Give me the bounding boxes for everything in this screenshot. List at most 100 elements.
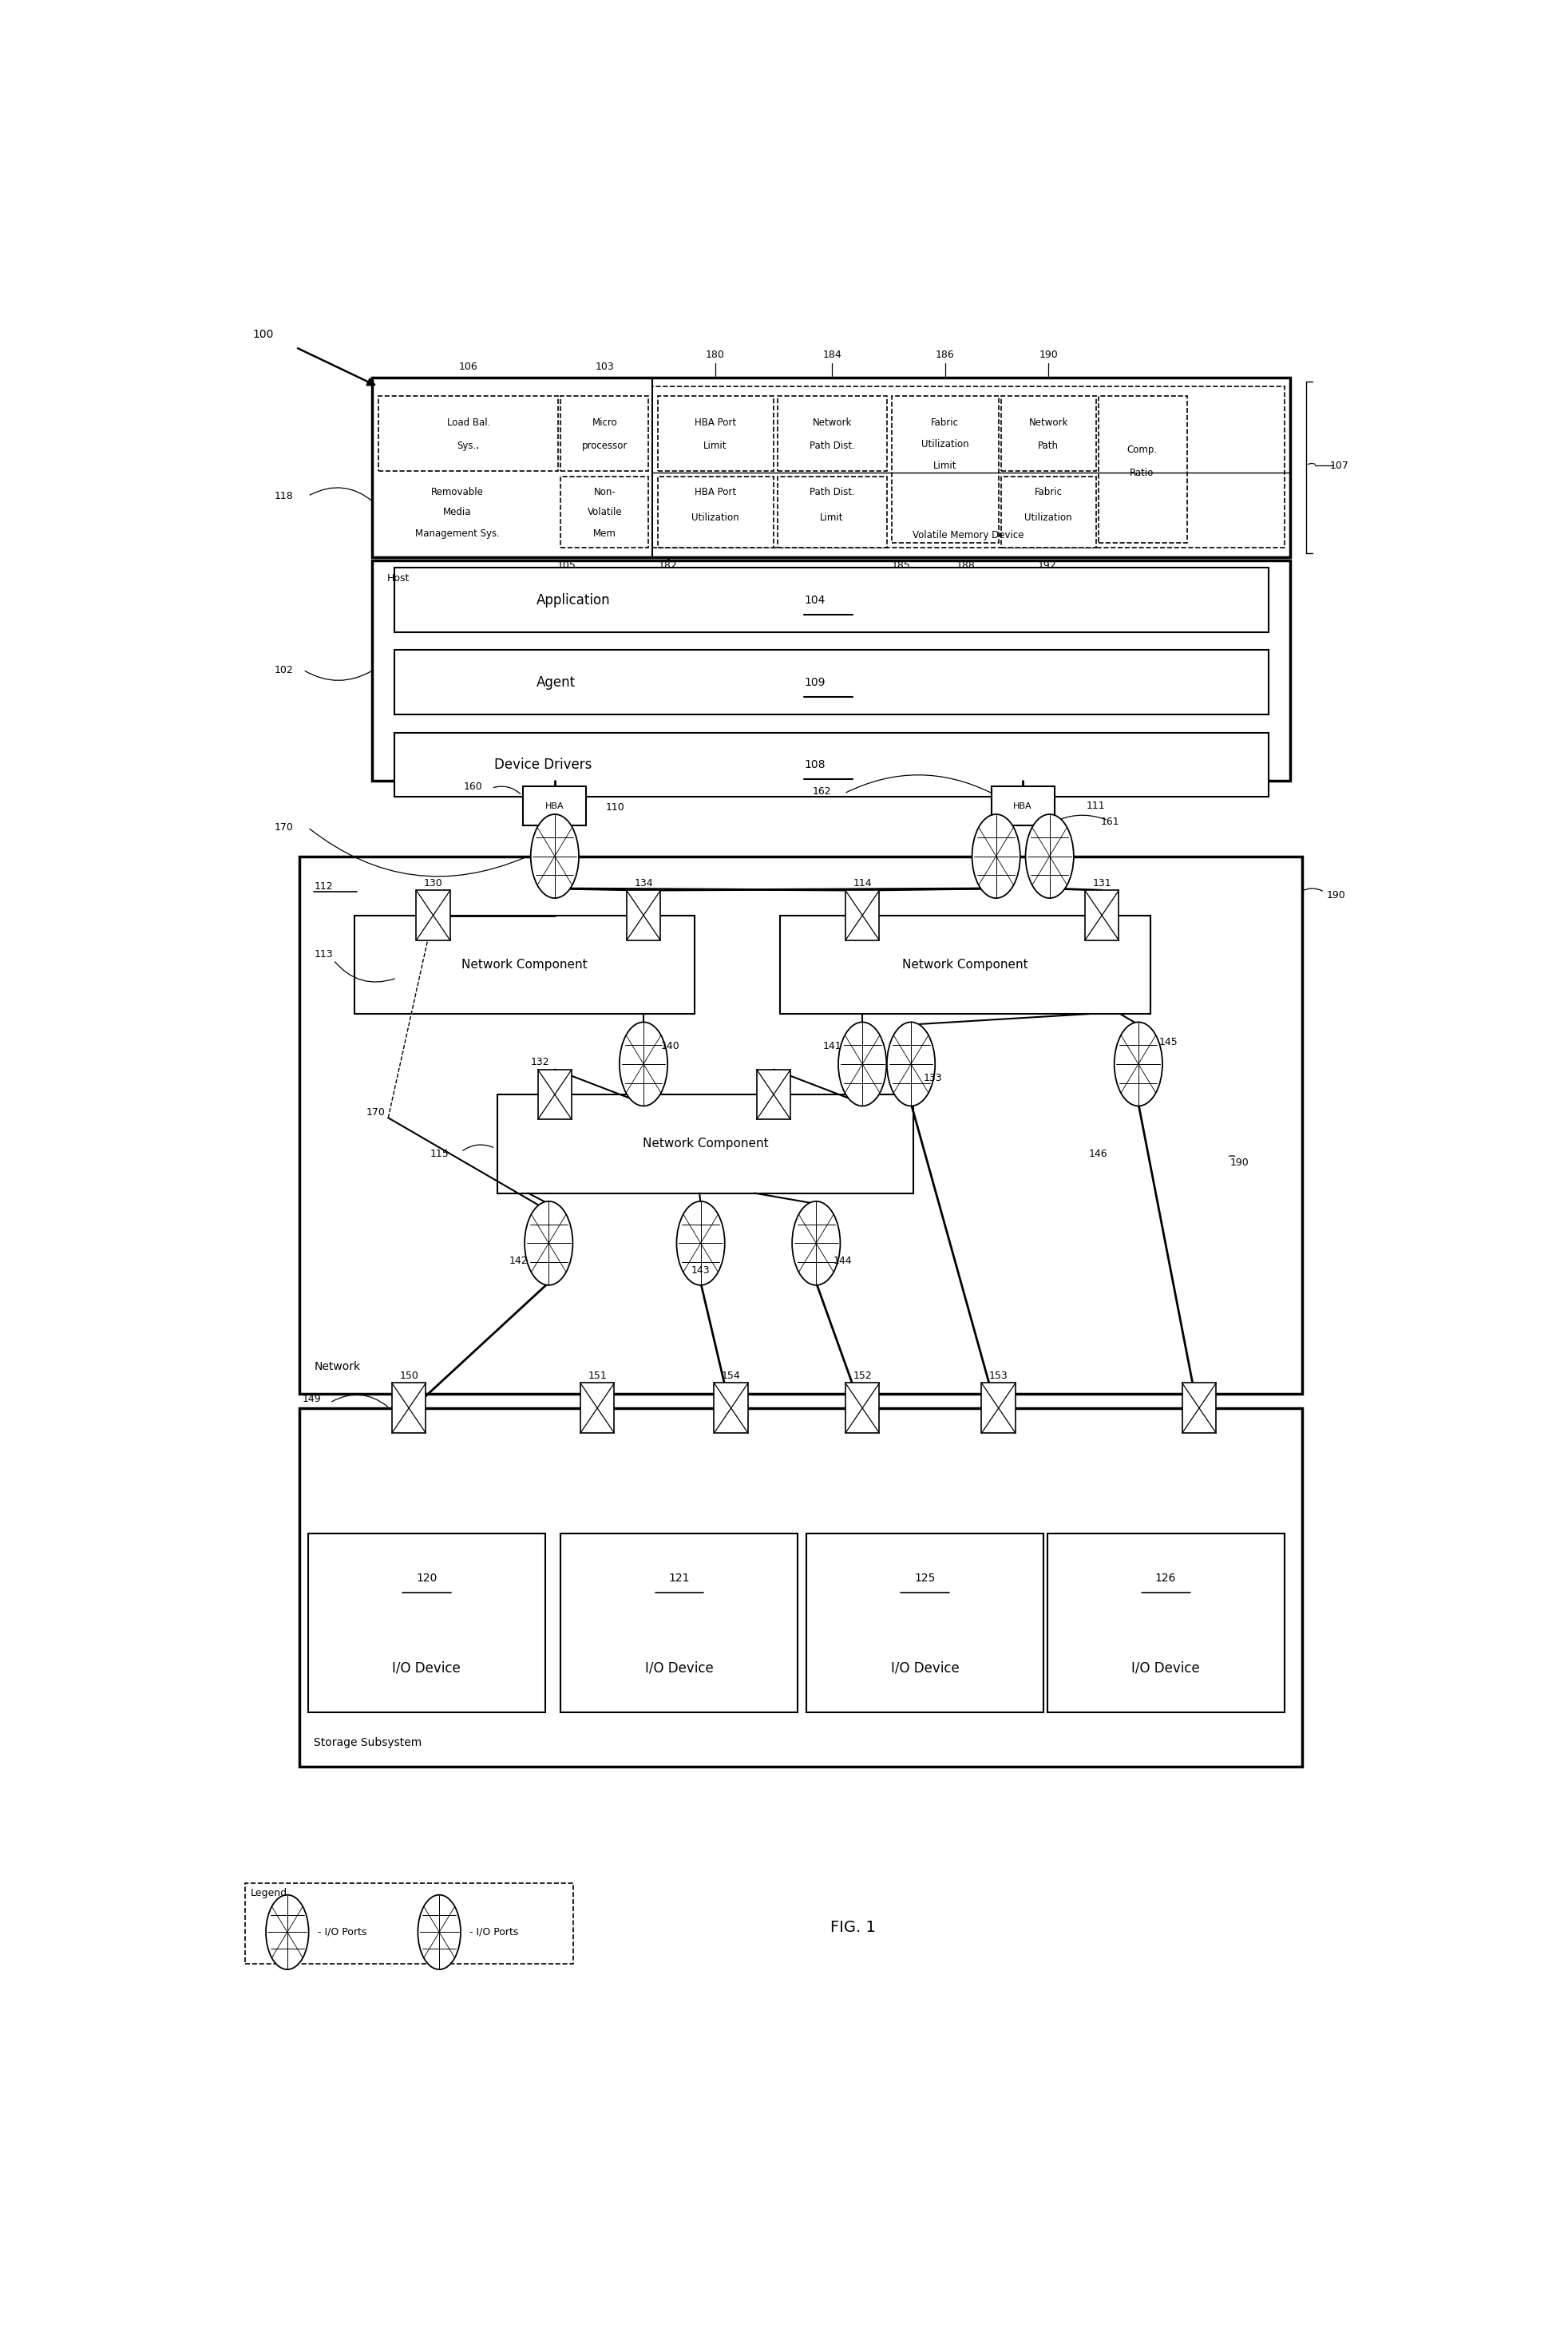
Bar: [659, 477, 773, 549]
Text: 106: 106: [459, 363, 478, 372]
Text: 131: 131: [1091, 877, 1110, 889]
Ellipse shape: [619, 1022, 668, 1105]
Text: Path: Path: [1038, 440, 1058, 451]
Text: 160: 160: [464, 782, 483, 791]
Text: 107: 107: [1328, 461, 1348, 470]
Bar: [299, 856, 1301, 1394]
Text: Device Drivers: Device Drivers: [494, 759, 591, 773]
Text: HBA: HBA: [1013, 803, 1032, 810]
Text: Limit: Limit: [933, 461, 956, 470]
Text: I/O Device: I/O Device: [392, 1661, 461, 1675]
Text: 184: 184: [822, 349, 840, 361]
Bar: [522, 787, 586, 826]
Text: 140: 140: [660, 1040, 679, 1052]
Text: Utilization: Utilization: [920, 440, 969, 449]
Ellipse shape: [530, 814, 579, 898]
Text: 152: 152: [853, 1371, 872, 1380]
Text: Fabric: Fabric: [1033, 486, 1062, 498]
Ellipse shape: [837, 1022, 886, 1105]
Text: Utilization: Utilization: [691, 512, 739, 524]
Text: 115: 115: [430, 1150, 448, 1159]
Text: 132: 132: [530, 1056, 549, 1068]
Text: processor: processor: [582, 440, 627, 451]
Text: 144: 144: [833, 1257, 851, 1266]
Text: 102: 102: [274, 666, 293, 675]
Ellipse shape: [1025, 814, 1073, 898]
Text: 113: 113: [314, 949, 332, 961]
Bar: [1000, 477, 1094, 549]
Text: Load Bal.: Load Bal.: [447, 417, 489, 428]
Bar: [561, 1533, 798, 1713]
Text: 103: 103: [594, 363, 613, 372]
Bar: [652, 386, 1284, 549]
Bar: [307, 1533, 544, 1713]
Text: Limit: Limit: [820, 512, 844, 524]
Text: I/O Device: I/O Device: [644, 1661, 713, 1675]
Text: 190: 190: [1327, 891, 1345, 901]
Text: 111: 111: [1085, 800, 1105, 812]
Text: Legend: Legend: [251, 1887, 287, 1899]
Ellipse shape: [265, 1894, 309, 1969]
Text: 120: 120: [416, 1573, 437, 1585]
Bar: [659, 396, 773, 470]
Text: 149: 149: [303, 1394, 321, 1403]
Bar: [392, 1382, 425, 1433]
Bar: [394, 649, 1269, 714]
Text: 146: 146: [1088, 1150, 1107, 1159]
Bar: [806, 1533, 1043, 1713]
Text: 114: 114: [853, 877, 872, 889]
Text: 133: 133: [924, 1073, 942, 1084]
Bar: [561, 477, 648, 549]
Text: 126: 126: [1154, 1573, 1176, 1585]
Text: Volatile Memory Device: Volatile Memory Device: [913, 531, 1024, 540]
Text: 145: 145: [1159, 1038, 1178, 1047]
Text: 170: 170: [367, 1108, 386, 1117]
Bar: [713, 1382, 748, 1433]
Bar: [354, 915, 695, 1015]
Text: 112: 112: [314, 882, 332, 891]
Text: Utilization: Utilization: [1024, 512, 1071, 524]
Bar: [845, 1382, 880, 1433]
Text: 154: 154: [721, 1371, 740, 1380]
Text: Network: Network: [812, 417, 851, 428]
Text: 118: 118: [274, 491, 293, 500]
Text: Network Component: Network Component: [902, 959, 1027, 970]
Ellipse shape: [1113, 1022, 1162, 1105]
Text: 162: 162: [812, 787, 831, 796]
Text: Volatile: Volatile: [586, 507, 622, 517]
Text: HBA: HBA: [546, 803, 564, 810]
Text: Management Sys.: Management Sys.: [416, 528, 500, 540]
Text: - I/O Ports: - I/O Ports: [469, 1927, 519, 1938]
Text: 188: 188: [955, 561, 975, 570]
Text: 125: 125: [914, 1573, 935, 1585]
Text: 108: 108: [804, 759, 825, 770]
Text: Network: Network: [1029, 417, 1068, 428]
Text: 151: 151: [588, 1371, 607, 1380]
Bar: [1098, 396, 1187, 542]
Bar: [776, 396, 886, 470]
Text: 130: 130: [423, 877, 442, 889]
Text: HBA Port: HBA Port: [695, 486, 735, 498]
Bar: [891, 396, 997, 542]
Text: Removable: Removable: [431, 486, 483, 498]
Text: Network Component: Network Component: [643, 1138, 768, 1150]
Text: 185: 185: [891, 561, 911, 570]
Text: Host: Host: [387, 572, 409, 584]
Text: 105: 105: [557, 561, 575, 570]
Text: 153: 153: [988, 1371, 1008, 1380]
Bar: [378, 396, 558, 470]
Text: I/O Device: I/O Device: [1131, 1661, 1200, 1675]
Bar: [372, 561, 1290, 782]
Text: 161: 161: [1101, 817, 1120, 828]
Bar: [982, 1382, 1014, 1433]
Bar: [1000, 396, 1094, 470]
Bar: [1085, 891, 1118, 940]
Ellipse shape: [524, 1201, 572, 1285]
Text: Fabric: Fabric: [930, 417, 958, 428]
Text: 192: 192: [1036, 561, 1057, 570]
Text: Network: Network: [314, 1361, 361, 1373]
Bar: [845, 891, 880, 940]
Text: 134: 134: [633, 877, 652, 889]
Bar: [756, 1070, 790, 1119]
Text: Non-: Non-: [593, 486, 615, 498]
